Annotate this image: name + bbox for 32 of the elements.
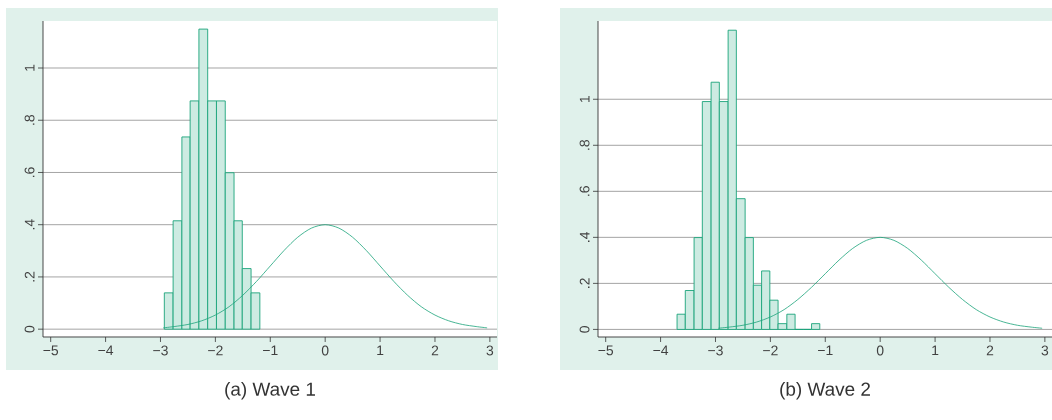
text: (b) Wave 2 — [780, 381, 870, 400]
x-tick-label: 1 — [932, 345, 939, 356]
y-tick-label: .8 — [24, 115, 35, 125]
y-tick-label: 0 — [579, 326, 590, 333]
y-tick-label: .2 — [579, 278, 590, 288]
x-tick-label: −4 — [98, 345, 114, 356]
x-tick-label: 1 — [377, 345, 384, 356]
text: (a) Wave 1 — [225, 381, 315, 400]
y-tick-label: .8 — [579, 140, 590, 150]
x-tick-label: −2 — [208, 345, 223, 356]
x-tick-label: 2 — [986, 345, 994, 356]
y-tick-label: .4 — [579, 231, 590, 242]
y-tick-label: 0 — [24, 325, 35, 333]
x-tick-label: −3 — [708, 345, 723, 356]
x-tick-label: 0 — [876, 345, 884, 356]
y-tick-label: 1 — [24, 64, 35, 71]
y-tick-label: .4 — [24, 219, 35, 230]
y-tick-label: .2 — [24, 271, 35, 282]
x-tick-label: −1 — [818, 345, 833, 356]
y-tick-label: .6 — [24, 167, 35, 177]
y-tick-label: 1 — [579, 96, 590, 103]
x-tick-label: −3 — [153, 345, 168, 356]
x-tick-label: −5 — [598, 345, 614, 356]
x-tick-label: 3 — [486, 345, 494, 356]
x-tick-label: −4 — [653, 345, 669, 356]
x-tick-label: 2 — [431, 345, 439, 356]
x-tick-label: −1 — [263, 345, 278, 356]
y-tick-label: .6 — [579, 186, 590, 196]
x-tick-label: −5 — [43, 345, 59, 356]
x-tick-label: −2 — [763, 345, 778, 356]
x-tick-label: 0 — [321, 345, 329, 356]
x-tick-label: 3 — [1041, 345, 1049, 356]
